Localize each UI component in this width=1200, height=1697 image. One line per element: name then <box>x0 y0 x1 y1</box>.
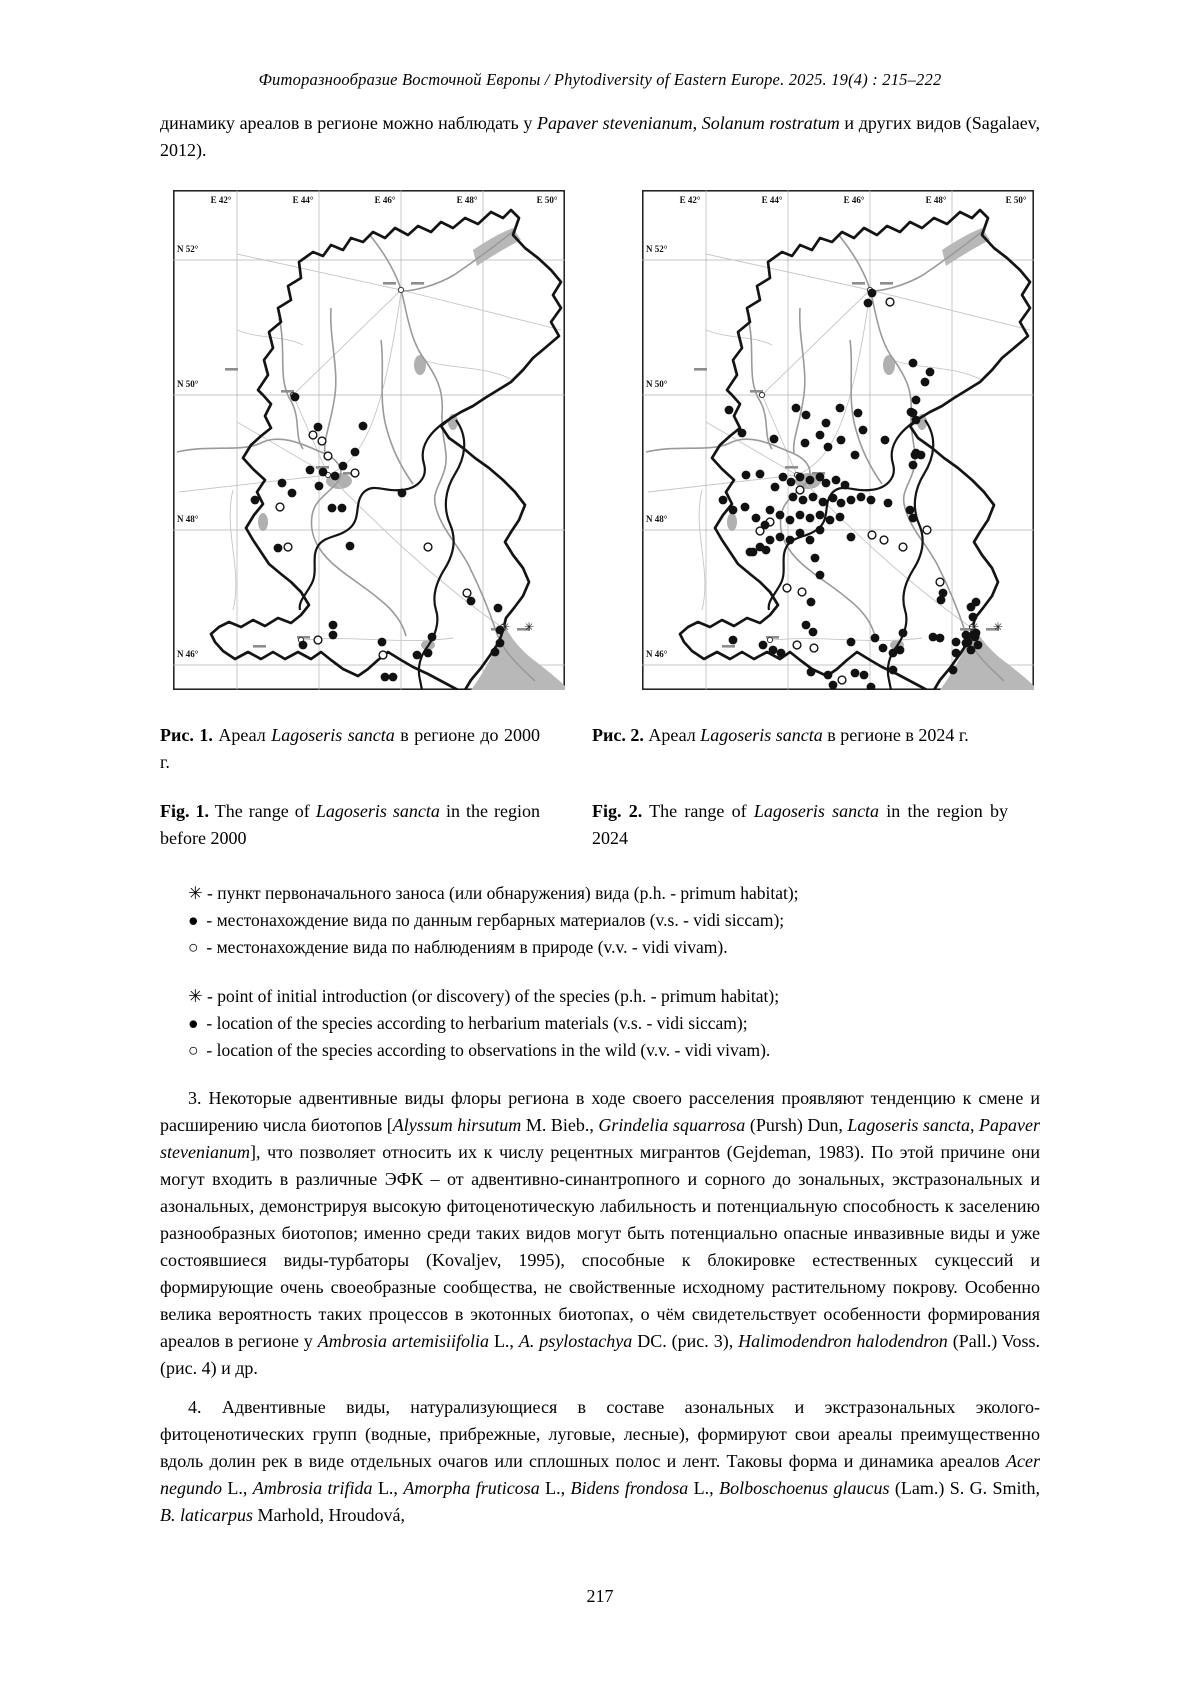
filled-dot-marker-icon: ● <box>188 910 199 930</box>
svg-text:N 48°: N 48° <box>177 514 199 524</box>
range-map-by-2024: E 42° E 44° E 46° E 48° E 50° N 52° N 50° N 48°… <box>642 190 1034 690</box>
legend-line: ● - location of the species according to… <box>160 1010 1040 1037</box>
legend-text: - location of the species according to o… <box>206 1040 771 1060</box>
svg-text:E 46°: E 46° <box>844 195 865 205</box>
asterisk-marker-icon: ✳ <box>188 883 203 903</box>
legend-text: - пункт первоначального заноса (или обна… <box>207 883 799 903</box>
svg-text:N 48°: N 48° <box>646 514 668 524</box>
asterisk-marker-icon: ✳ <box>188 986 203 1006</box>
legend-line: ○ - местонахождение вида по наблюдениям … <box>160 934 1040 961</box>
legend-line: ✳ - point of initial introduction (or di… <box>160 983 1040 1010</box>
legend-text: - местонахождение вида по данным гербарн… <box>206 910 785 930</box>
open-dot-marker-icon: ○ <box>188 1040 199 1060</box>
svg-text:E 46°: E 46° <box>375 195 396 205</box>
map-figure-2: E 42° E 44° E 46° E 48° E 50° N 52° N 50° N 48°… <box>638 190 1038 690</box>
caption-spacer <box>540 798 592 852</box>
svg-text:E 42°: E 42° <box>680 195 701 205</box>
captions-russian: Рис. 1. Ареал Lagoseris sancta в регионе… <box>160 722 1040 776</box>
figure2-caption-en: Fig. 2. The range of Lagoseris sancta in… <box>592 801 1008 848</box>
svg-text:E 48°: E 48° <box>926 195 947 205</box>
svg-text:E 44°: E 44° <box>762 195 783 205</box>
svg-text:E 48°: E 48° <box>457 195 478 205</box>
journal-header: Фиторазнообразие Восточной Европы / Phyt… <box>258 70 942 89</box>
svg-text:✳: ✳ <box>524 620 534 634</box>
svg-text:E 50°: E 50° <box>1006 195 1027 205</box>
svg-text:N 50°: N 50° <box>177 379 199 389</box>
svg-text:✳: ✳ <box>969 620 979 634</box>
legend-english: ✳ - point of initial introduction (or di… <box>160 983 1040 1064</box>
figure1-caption-ru: Рис. 1. Ареал Lagoseris sancta в регионе… <box>160 725 540 772</box>
maps-row: E 42° E 44° E 46° E 48° E 50° N 52° N 50° N 48°… <box>160 190 1040 690</box>
paragraph-3: 3. Некоторые адвентивные виды флоры реги… <box>160 1088 1040 1378</box>
filled-dot-marker-icon: ● <box>188 1013 199 1033</box>
svg-text:E 50°: E 50° <box>537 195 558 205</box>
svg-text:N 52°: N 52° <box>646 244 668 254</box>
legend-line: ○ - location of the species according to… <box>160 1037 1040 1064</box>
paragraph-intro: динамику ареалов в регионе можно наблюда… <box>160 113 1041 160</box>
page-number: 217 <box>586 1586 614 1606</box>
range-map-before-2000: E 42° E 44° E 46° E 48° E 50° N 52° N 50° N 48°… <box>173 190 565 690</box>
legend-text: - местонахождение вида по наблюдениям в … <box>206 937 728 957</box>
figure2-caption-ru: Рис. 2. Ареал Lagoseris sancta в регионе… <box>592 725 969 745</box>
legend-text: - location of the species according to h… <box>206 1013 748 1033</box>
svg-text:N 46°: N 46° <box>646 649 668 659</box>
svg-text:✳: ✳ <box>993 620 1003 634</box>
figure1-caption-en: Fig. 1. The range of Lagoseris sancta in… <box>160 801 541 848</box>
svg-text:N 52°: N 52° <box>177 244 199 254</box>
open-dot-marker-icon: ○ <box>188 937 199 957</box>
caption-spacer <box>540 722 592 776</box>
legend-russian: ✳ - пункт первоначального заноса (или об… <box>160 880 1040 961</box>
paragraph-4: 4. Адвентивные виды, натурализующиеся в … <box>160 1397 1041 1525</box>
svg-text:✳: ✳ <box>500 620 510 634</box>
legend-line: ✳ - пункт первоначального заноса (или об… <box>160 880 1040 907</box>
svg-text:E 42°: E 42° <box>211 195 232 205</box>
svg-text:N 50°: N 50° <box>646 379 668 389</box>
svg-text:N 46°: N 46° <box>177 649 199 659</box>
legend-text: - point of initial introduction (or disc… <box>207 986 780 1006</box>
map-figure-1: E 42° E 44° E 46° E 48° E 50° N 52° N 50° N 48°… <box>173 190 565 690</box>
captions-english: Fig. 1. The range of Lagoseris sancta in… <box>160 798 1040 852</box>
svg-text:E 44°: E 44° <box>293 195 314 205</box>
legend-line: ● - местонахождение вида по данным герба… <box>160 907 1040 934</box>
